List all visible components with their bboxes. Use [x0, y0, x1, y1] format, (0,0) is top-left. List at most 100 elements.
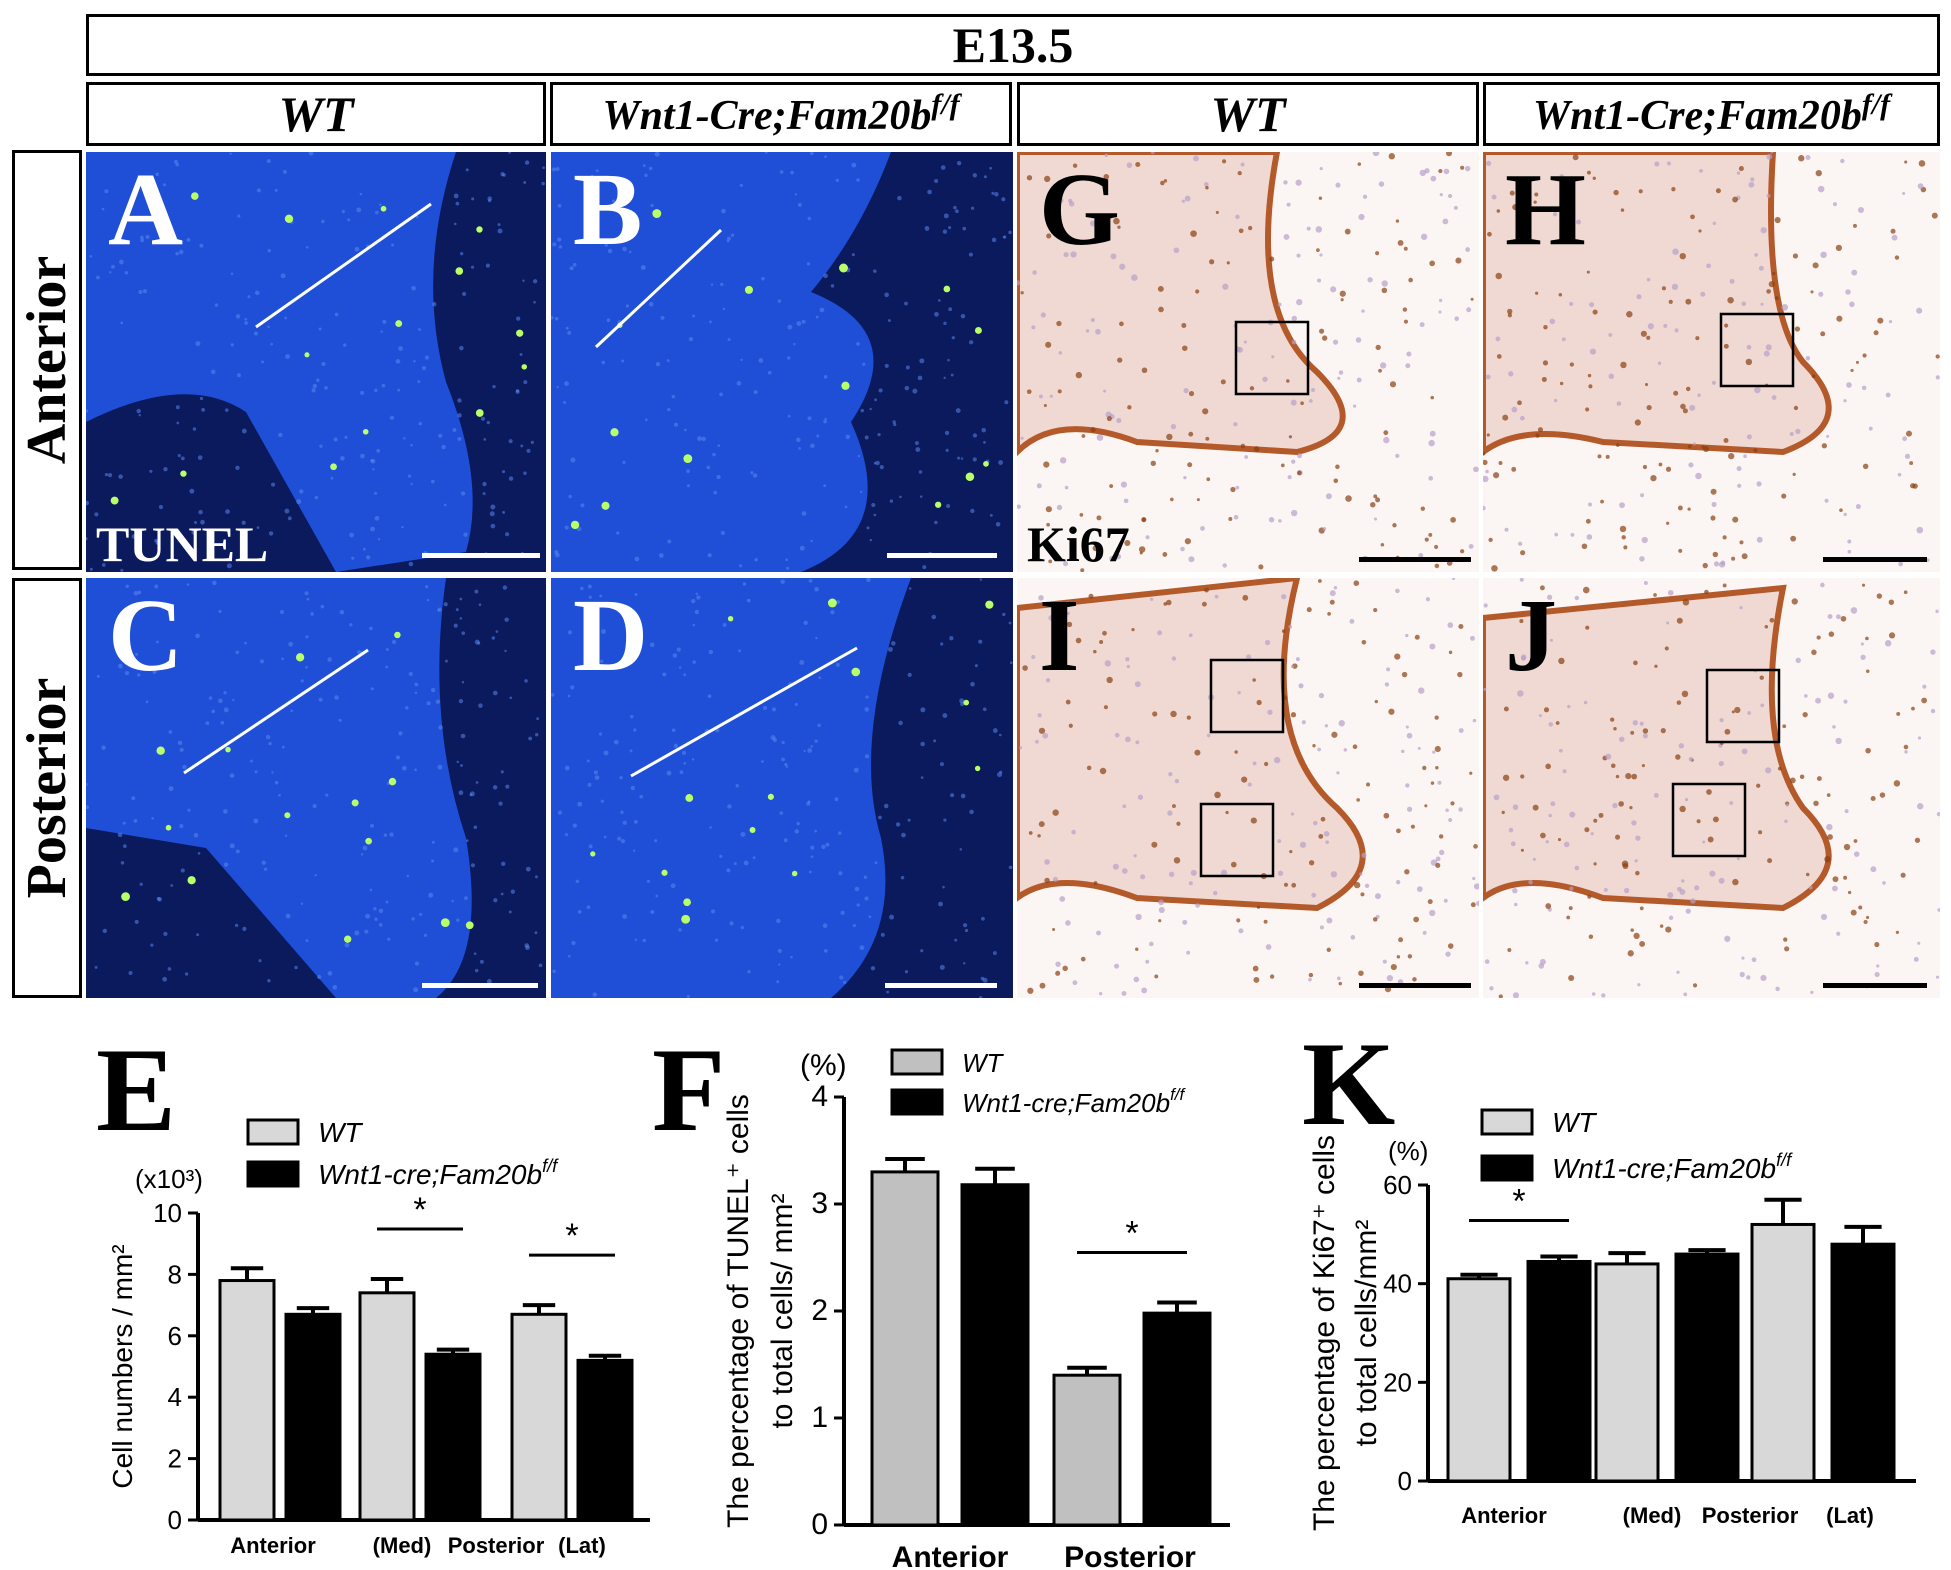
cell	[1681, 690, 1689, 698]
nucleus	[972, 433, 978, 438]
cell	[1055, 970, 1061, 976]
cell	[1338, 981, 1342, 986]
cell	[1711, 380, 1716, 385]
nucleus	[389, 415, 395, 420]
nucleus	[212, 580, 217, 586]
nucleus	[676, 647, 681, 652]
nucleus	[461, 631, 466, 635]
cell	[1213, 890, 1218, 896]
cell	[1088, 593, 1094, 599]
boundary-line	[594, 228, 723, 349]
nucleus	[356, 207, 362, 213]
cell	[1559, 174, 1565, 179]
cell	[1895, 930, 1899, 934]
cell	[1665, 926, 1672, 933]
nucleus	[385, 665, 389, 669]
cell	[1425, 597, 1431, 602]
cell	[1117, 357, 1123, 363]
cell	[1784, 946, 1790, 952]
nucleus	[460, 251, 464, 256]
cell	[1902, 436, 1908, 442]
cell	[1633, 932, 1640, 940]
nucleus	[253, 331, 258, 336]
cell	[1495, 272, 1503, 280]
cell	[1194, 749, 1201, 756]
cell	[1828, 631, 1835, 637]
cell	[1264, 761, 1269, 767]
cell	[1558, 657, 1565, 665]
cell	[1150, 152, 1155, 155]
cell	[1632, 720, 1638, 726]
cell	[1548, 722, 1554, 727]
cell	[1937, 908, 1940, 912]
cell	[1640, 330, 1647, 337]
cell	[1844, 809, 1849, 814]
nucleus	[785, 558, 789, 562]
nucleus	[290, 709, 294, 713]
nucleus	[586, 759, 590, 763]
cell	[1853, 851, 1860, 857]
stain-label-ki67: Ki67	[1027, 516, 1130, 572]
nucleus	[370, 687, 374, 691]
nucleus	[218, 698, 223, 704]
cell	[1168, 772, 1173, 777]
cell	[1435, 862, 1441, 868]
cell	[1672, 248, 1679, 256]
cell	[1362, 194, 1368, 199]
cell	[1203, 182, 1209, 187]
cell	[1758, 265, 1764, 271]
cell	[1549, 318, 1556, 325]
nucleus	[992, 728, 998, 733]
cell	[1488, 537, 1493, 543]
nucleus	[294, 965, 298, 970]
nucleus	[992, 951, 997, 956]
tunel-positive-cell	[601, 501, 610, 510]
nucleus	[254, 770, 258, 774]
nucleus	[327, 971, 333, 976]
nucleus	[742, 582, 747, 586]
nucleus	[480, 416, 486, 421]
cell	[1676, 970, 1680, 974]
cell	[1561, 337, 1566, 342]
nucleus	[142, 289, 148, 294]
nucleus	[717, 444, 721, 447]
nucleus	[864, 896, 869, 901]
cell	[1483, 505, 1486, 511]
cell	[1435, 856, 1441, 862]
nucleus	[389, 832, 394, 837]
cell	[1756, 536, 1763, 543]
nucleus	[482, 492, 486, 496]
nucleus	[516, 316, 521, 321]
nucleus	[168, 730, 173, 734]
cell	[1375, 251, 1380, 256]
cell	[1612, 802, 1618, 809]
cell	[1700, 291, 1706, 297]
cell	[1520, 654, 1527, 660]
cell	[1190, 869, 1197, 876]
nucleus	[422, 366, 426, 371]
cell	[1158, 306, 1164, 313]
cell	[1921, 697, 1928, 704]
nucleus	[208, 696, 213, 700]
nucleus	[312, 383, 318, 389]
nucleus	[639, 794, 644, 799]
cell	[1405, 363, 1411, 369]
nucleus	[156, 640, 159, 644]
cell	[1396, 955, 1401, 959]
cell	[1109, 555, 1115, 562]
cell	[1057, 214, 1062, 219]
nucleus	[162, 183, 166, 187]
nucleus	[933, 739, 937, 743]
nucleus	[424, 355, 430, 360]
nucleus	[510, 889, 515, 894]
cell	[1256, 905, 1261, 909]
cell	[1746, 434, 1752, 440]
cell	[1593, 818, 1598, 823]
cell	[1432, 750, 1436, 754]
tunel-positive-cell	[749, 826, 756, 833]
cell	[1040, 312, 1046, 318]
scale-bar	[887, 553, 997, 558]
nucleus	[458, 698, 464, 704]
cell	[1382, 959, 1387, 964]
